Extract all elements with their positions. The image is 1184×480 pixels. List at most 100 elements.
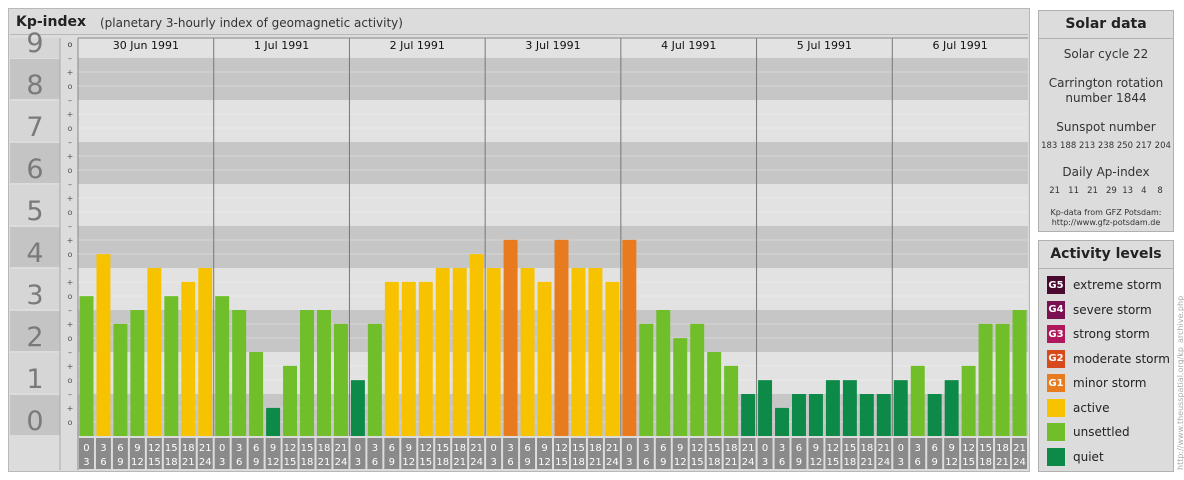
interval-cell — [214, 438, 230, 469]
interval-start-label: 9 — [948, 443, 954, 454]
kp-bar — [418, 281, 433, 436]
day-label: 5 Jul 1991 — [797, 39, 852, 52]
interval-cell — [435, 438, 451, 469]
legend-item: G2 moderate storm — [1047, 349, 1170, 369]
minor-tick-label: o — [68, 82, 73, 91]
interval-end-label: 12 — [945, 457, 958, 468]
interval-cell — [910, 438, 926, 469]
interval-end-label: 24 — [606, 457, 619, 468]
level-label-bg — [10, 269, 60, 309]
interval-end-label: 12 — [402, 457, 415, 468]
minor-tick-label: – — [68, 390, 72, 399]
kp-bar — [690, 323, 705, 436]
legend-swatch: G3 — [1047, 325, 1065, 343]
interval-end-label: 9 — [389, 457, 395, 468]
kp-bar — [673, 338, 688, 436]
interval-cell — [401, 438, 417, 469]
kp-bar — [249, 352, 264, 436]
legend-label: quiet — [1073, 449, 1104, 464]
interval-start-label: 18 — [725, 443, 738, 454]
interval-end-label: 15 — [148, 457, 161, 468]
activity-levels-heading: Activity levels — [1039, 241, 1173, 269]
interval-end-label: 24 — [742, 457, 755, 468]
interval-start-label: 21 — [470, 443, 483, 454]
source-line-1: Kp-data from GFZ Potsdam: — [1050, 208, 1162, 217]
interval-start-label: 12 — [419, 443, 432, 454]
interval-start-label: 15 — [708, 443, 721, 454]
legend-label: severe storm — [1073, 302, 1152, 317]
interval-start-label: 3 — [236, 443, 242, 454]
solar-data-heading: Solar data — [1039, 11, 1173, 39]
interval-start-label: 0 — [490, 443, 496, 454]
legend-label: extreme storm — [1073, 278, 1162, 292]
interval-cell — [231, 438, 247, 469]
level-band — [78, 268, 1028, 310]
interval-end-label: 3 — [762, 457, 768, 468]
kp-bar — [724, 365, 739, 436]
minor-tick-label: – — [68, 348, 72, 357]
interval-end-label: 3 — [490, 457, 496, 468]
interval-start-label: 12 — [284, 443, 297, 454]
y-level-label: 9 — [26, 28, 43, 59]
day-label: 3 Jul 1991 — [525, 39, 580, 52]
interval-end-label: 18 — [844, 457, 857, 468]
interval-start-label: 3 — [372, 443, 378, 454]
kp-bar — [910, 365, 925, 436]
minor-tick-label: + — [67, 320, 74, 329]
level-band — [78, 142, 1028, 184]
interval-start-label: 0 — [898, 443, 904, 454]
kp-bar — [808, 394, 823, 436]
interval-start-label: 0 — [355, 443, 361, 454]
interval-cell — [333, 438, 349, 469]
legend-label: strong storm — [1073, 327, 1150, 341]
kp-bar — [333, 323, 348, 436]
kp-bar — [317, 310, 331, 436]
kp-bar — [995, 323, 1010, 436]
interval-start-label: 6 — [932, 443, 938, 454]
kp-bars — [79, 239, 1027, 436]
interval-end-label: 15 — [962, 457, 975, 468]
level-bands — [10, 38, 1028, 436]
sunspot-values: 183 188 213 238 250 217 204 — [1041, 141, 1171, 151]
level-band — [78, 226, 1028, 268]
legend-item: quiet — [1047, 447, 1104, 467]
kp-bar — [435, 268, 450, 436]
interval-end-label: 18 — [979, 457, 992, 468]
interval-cell — [282, 438, 298, 469]
interval-start-label: 3 — [643, 443, 649, 454]
interval-start-label: 3 — [915, 443, 921, 454]
interval-start-label: 6 — [660, 443, 666, 454]
interval-cell — [621, 438, 637, 469]
kp-bar — [893, 380, 908, 436]
minor-tick-label: o — [68, 250, 73, 259]
interval-cell — [842, 438, 858, 469]
minor-tick-label: – — [68, 54, 72, 63]
sunspot-label: Sunspot number — [1056, 120, 1156, 134]
interval-end-label: 21 — [453, 457, 466, 468]
title-bar: Kp-index (planetary 3-hourly index of ge… — [10, 10, 1028, 35]
interval-cell — [146, 438, 162, 469]
interval-end-label: 3 — [898, 457, 904, 468]
kp-bar — [164, 296, 179, 436]
interval-start-label: 15 — [165, 443, 178, 454]
interval-end-label: 18 — [165, 457, 178, 468]
interval-start-label: 0 — [83, 443, 89, 454]
kp-bar — [198, 268, 213, 436]
y-level-label: 7 — [26, 112, 43, 143]
kp-bar — [876, 394, 891, 436]
level-label-bg — [10, 353, 60, 393]
interval-cell — [469, 438, 485, 469]
interval-start-label: 21 — [606, 443, 619, 454]
interval-cell — [248, 438, 264, 469]
kp-bar — [825, 380, 840, 436]
interval-cell — [367, 438, 383, 469]
interval-cell — [723, 438, 739, 469]
level-label-bg — [10, 143, 60, 183]
interval-cell — [791, 438, 807, 469]
minor-tick-label: + — [67, 194, 74, 203]
kp-bar — [503, 239, 518, 436]
minor-tick-label: o — [68, 40, 73, 49]
day-headers: 30 Jun 1991 1 Jul 1991 2 Jul 1991 3 Jul 199… — [78, 37, 1028, 436]
ap-values: 21 11 21 29 13 4 8 — [1049, 186, 1163, 196]
